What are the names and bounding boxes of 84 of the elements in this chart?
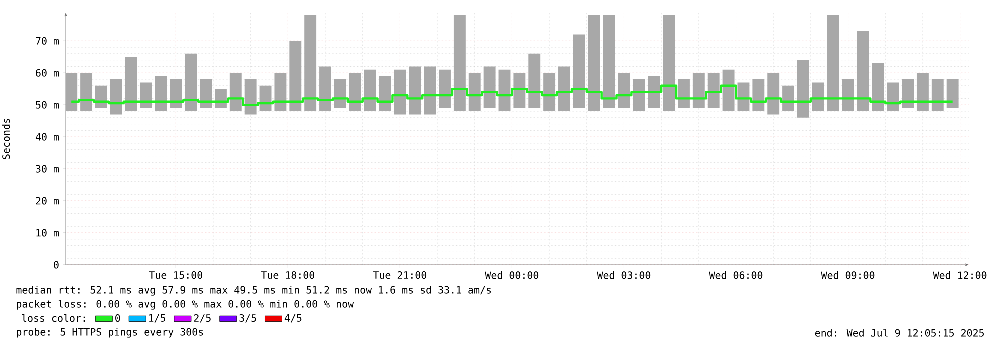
bar <box>812 82 824 112</box>
bar <box>498 70 511 112</box>
bar <box>708 73 720 108</box>
bar <box>648 76 660 108</box>
bar <box>946 80 959 108</box>
bar <box>125 57 138 112</box>
legend-label: 4/5 <box>284 314 302 323</box>
bar <box>588 16 600 112</box>
bar <box>155 76 168 112</box>
bar <box>857 32 870 112</box>
bar <box>304 16 317 112</box>
bar <box>185 54 198 112</box>
bar <box>379 76 392 112</box>
legend-label: 1/5 <box>149 314 166 323</box>
bar <box>80 73 93 112</box>
bar <box>110 80 122 115</box>
bar <box>663 16 676 112</box>
bar <box>364 70 376 112</box>
y-tick-label: 70 m <box>36 37 60 45</box>
bar <box>544 73 556 112</box>
bar <box>274 73 287 112</box>
bar <box>872 64 884 112</box>
text: packet loss: 0.00 % avg 0.00 % max 0.00 % min 0.00 % now <box>17 300 354 310</box>
bar <box>409 66 422 115</box>
bar <box>349 73 362 112</box>
bar <box>394 70 406 115</box>
bar <box>678 80 690 108</box>
bar <box>244 80 257 115</box>
bar <box>887 82 900 112</box>
y-tick-label: 60 m <box>36 69 60 77</box>
bar <box>692 73 705 108</box>
x-tick-label: Wed 03:00 <box>597 272 651 280</box>
y-tick-label: 40 m <box>36 133 60 141</box>
bar <box>170 80 182 108</box>
bar <box>842 80 854 112</box>
bar <box>932 80 944 112</box>
bar <box>902 80 914 108</box>
x-tick-label: Wed 00:00 <box>485 272 539 280</box>
legend-label: 0 <box>116 314 120 322</box>
bar <box>320 66 332 112</box>
bar <box>468 73 481 112</box>
bar <box>454 16 466 112</box>
bar <box>439 70 451 108</box>
text: median rtt: 52.1 ms avg 57.9 ms max 49.5 ms min 51.2 ms now 1.6 ms sd 33.1 am/s <box>16 286 492 296</box>
y-tick-label: 30 m <box>36 165 60 173</box>
bar <box>140 82 152 108</box>
bar <box>752 80 765 112</box>
bar <box>424 66 436 115</box>
bar <box>290 41 302 112</box>
x-tick-label: Wed 06:00 <box>709 272 763 280</box>
x-tick-label: Tue 15:00 <box>149 272 202 280</box>
bar <box>573 34 586 108</box>
y-tick-label: 0 <box>54 261 59 269</box>
bar <box>230 73 242 112</box>
y-tick-label: 50 m <box>36 101 60 109</box>
bar <box>827 16 840 112</box>
y-axis-title: Seconds <box>2 118 10 160</box>
bar <box>782 86 795 112</box>
bar <box>66 73 78 112</box>
bar <box>484 66 496 108</box>
bar <box>528 54 541 108</box>
bar <box>618 73 630 108</box>
bar <box>768 73 780 115</box>
y-tick-label: 10 m <box>36 229 60 237</box>
bar <box>722 70 735 112</box>
bar <box>797 60 810 118</box>
bar <box>334 80 346 108</box>
legend-label: 2/5 <box>194 314 211 323</box>
bar <box>558 66 570 112</box>
y-tick-label: 20 m <box>36 197 60 205</box>
bar <box>96 86 108 108</box>
bar <box>200 80 212 108</box>
legend-title: loss color: <box>22 314 86 322</box>
legend-label: 3/5 <box>240 314 256 323</box>
bar <box>633 80 646 112</box>
bar <box>916 73 929 112</box>
x-tick-label: Wed 09:00 <box>821 272 875 280</box>
text: end: Wed Jul 9 12:05:15 2025 <box>815 329 984 337</box>
x-tick-label: Wed 12:00 <box>933 272 987 280</box>
text: probe: 5 HTTPS pings every 300s <box>17 328 204 338</box>
bar <box>603 16 616 108</box>
x-tick-label: Tue 21:00 <box>373 272 427 280</box>
bar <box>514 73 526 108</box>
x-tick-label: Tue 18:00 <box>261 272 315 280</box>
